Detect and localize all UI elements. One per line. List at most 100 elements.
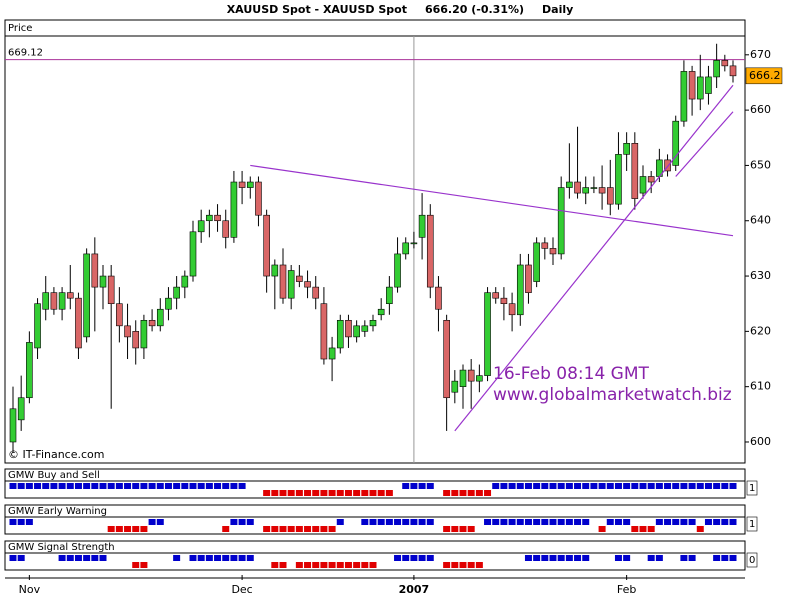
indicator-cell bbox=[132, 562, 140, 568]
candle-body bbox=[320, 303, 328, 360]
candle-body bbox=[598, 187, 606, 194]
indicator-cell bbox=[549, 519, 557, 525]
indicator-cell bbox=[74, 555, 82, 561]
indicator-cell bbox=[173, 555, 181, 561]
indicator-cell bbox=[156, 483, 164, 489]
candle-body bbox=[443, 319, 450, 399]
indicator-name: GMW Signal Strength bbox=[8, 542, 115, 553]
indicator-cell bbox=[647, 483, 655, 489]
indicator-cell bbox=[164, 483, 172, 489]
indicator-cell bbox=[377, 490, 385, 496]
indicator-cell bbox=[623, 483, 631, 489]
indicator-cell bbox=[205, 483, 213, 489]
indicator-cell bbox=[541, 519, 549, 525]
indicator-cell bbox=[173, 483, 181, 489]
indicator-cell bbox=[222, 483, 230, 489]
candle-body bbox=[50, 292, 58, 310]
indicator-cell bbox=[484, 490, 492, 496]
candle-body bbox=[492, 292, 500, 299]
indicator-cell bbox=[647, 555, 655, 561]
indicator-cell bbox=[197, 555, 205, 561]
indicator-cell bbox=[344, 490, 352, 496]
indicator-cell bbox=[320, 490, 328, 496]
indicator-cell bbox=[729, 555, 737, 561]
indicator-cell bbox=[467, 562, 475, 568]
candle-body bbox=[271, 264, 279, 277]
price-panel bbox=[4, 19, 746, 464]
candle-body bbox=[590, 187, 598, 189]
indicator-cell bbox=[312, 526, 320, 532]
indicator-cell bbox=[721, 519, 729, 525]
indicator-cell bbox=[328, 490, 336, 496]
indicator-cell bbox=[410, 555, 418, 561]
indicator-cell bbox=[312, 562, 320, 568]
candle-body bbox=[435, 286, 442, 310]
indicator-cell bbox=[295, 526, 303, 532]
indicator-cell bbox=[713, 483, 721, 489]
candle-body bbox=[508, 303, 516, 316]
last-change: 666.20 (-0.31%) bbox=[425, 3, 524, 16]
indicator-cell bbox=[565, 519, 573, 525]
candle-body bbox=[361, 325, 369, 332]
annotation: www.globalmarketwatch.biz bbox=[493, 385, 732, 405]
candle-body bbox=[132, 331, 140, 349]
indicator-cell bbox=[99, 555, 107, 561]
indicator-cell bbox=[500, 483, 508, 489]
indicator-cell bbox=[459, 490, 467, 496]
candle-body bbox=[525, 264, 532, 293]
indicator-cell bbox=[688, 519, 696, 525]
axis-label: Price bbox=[8, 23, 32, 34]
indicator-cell bbox=[34, 483, 42, 489]
indicator-cell bbox=[238, 483, 246, 489]
y-tick-label: 670 bbox=[750, 48, 771, 61]
indicator-cell bbox=[17, 555, 25, 561]
candle-body bbox=[345, 319, 352, 338]
x-tick-label: 2007 bbox=[399, 583, 430, 596]
candle-body bbox=[140, 319, 148, 349]
indicator-cell bbox=[320, 526, 328, 532]
chart-title: XAUUSD Spot - XAUUSD Spot 666.20 (-0.31%)… bbox=[227, 3, 574, 16]
indicator-cell bbox=[655, 555, 663, 561]
indicator-cell bbox=[672, 483, 680, 489]
candle-body bbox=[541, 242, 549, 249]
indicator-cell bbox=[664, 519, 672, 525]
indicator-cell bbox=[410, 483, 418, 489]
indicator-cell bbox=[295, 490, 303, 496]
indicator-cell bbox=[500, 519, 508, 525]
indicator-cell bbox=[598, 483, 606, 489]
candle-body bbox=[328, 347, 336, 360]
candle-body bbox=[484, 292, 491, 376]
indicator-cell bbox=[508, 483, 516, 489]
x-tick-label: Feb bbox=[617, 583, 636, 596]
candle-body bbox=[17, 397, 25, 421]
indicator-cell bbox=[91, 483, 99, 489]
candle-body bbox=[557, 187, 565, 255]
indicator-cell bbox=[729, 483, 737, 489]
indicator-cell bbox=[99, 483, 107, 489]
indicator-cell bbox=[475, 562, 483, 568]
candle-body bbox=[377, 308, 385, 316]
indicator-cell bbox=[418, 555, 426, 561]
indicator-cell bbox=[467, 490, 475, 496]
indicator-cell bbox=[328, 562, 336, 568]
indicator-cell bbox=[181, 483, 189, 489]
indicator-cell bbox=[418, 519, 426, 525]
indicator-cell bbox=[25, 483, 33, 489]
indicator-cell bbox=[574, 483, 582, 489]
indicator-cell bbox=[623, 555, 631, 561]
indicator-cell bbox=[729, 519, 737, 525]
indicator-cell bbox=[361, 490, 369, 496]
candle-body bbox=[156, 308, 164, 327]
indicator-cell bbox=[492, 483, 500, 489]
candle-body bbox=[124, 325, 131, 338]
indicator-cell bbox=[287, 526, 295, 532]
candle-body bbox=[222, 220, 230, 238]
indicator-cell bbox=[353, 490, 361, 496]
indicator-cell bbox=[132, 526, 140, 532]
indicator-cell bbox=[189, 483, 197, 489]
y-tick-label: 640 bbox=[750, 214, 771, 227]
indicator-cell bbox=[205, 555, 213, 561]
indicator-cell bbox=[524, 483, 532, 489]
indicator-cell bbox=[426, 483, 434, 489]
